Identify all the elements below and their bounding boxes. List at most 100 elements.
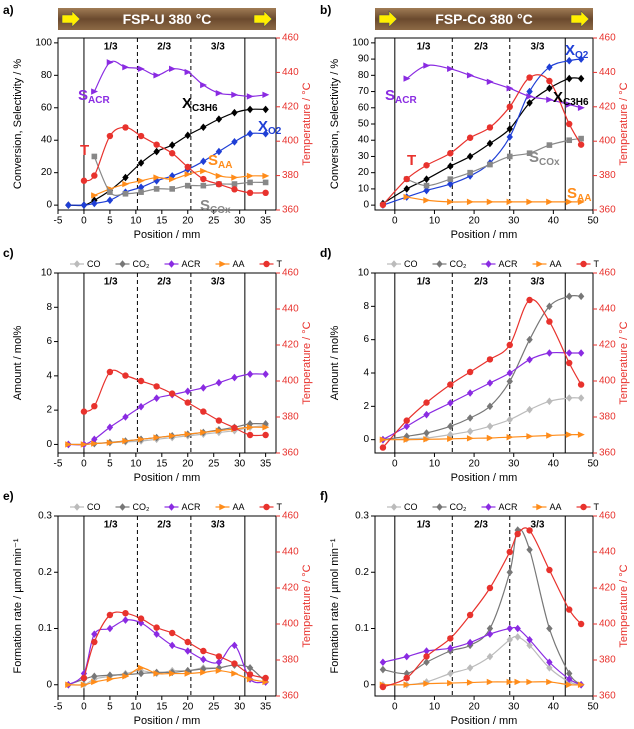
y2-tick-label: 460	[282, 268, 299, 279]
marker	[137, 664, 145, 672]
marker	[262, 91, 270, 98]
marker	[466, 198, 474, 206]
x-tick-label: 50	[587, 702, 599, 713]
y2-tick-label: 400	[599, 619, 616, 630]
y-tick-label: 20	[358, 167, 370, 178]
marker	[262, 189, 269, 196]
marker	[379, 658, 387, 667]
plot-frame	[57, 515, 277, 697]
series-line	[93, 60, 266, 98]
x-tick-label: 10	[130, 702, 142, 713]
legend-label: ACR	[499, 502, 519, 512]
x-tick-label: 20	[182, 459, 194, 470]
marker	[447, 381, 454, 388]
panel-label: b)	[320, 3, 331, 17]
y2-axis-label: Temperature / °C	[301, 82, 313, 165]
x-tick-label: 20	[182, 702, 194, 713]
marker	[231, 174, 239, 181]
marker	[184, 171, 192, 178]
marker	[200, 408, 207, 415]
marker	[168, 141, 176, 149]
plot-frame	[374, 272, 594, 454]
legend-marker	[536, 260, 544, 268]
y2-axis-label: Temperature / °C	[301, 564, 313, 647]
annotation-text: S	[200, 197, 210, 214]
marker	[577, 55, 585, 63]
marker	[65, 441, 73, 448]
banner-title: FSP-Co 380 °C	[435, 11, 532, 27]
marker	[91, 153, 98, 160]
marker	[137, 183, 145, 192]
y2-axis-label: Temperature / °C	[618, 82, 630, 165]
y2-tick-label: 440	[599, 67, 616, 78]
marker	[262, 129, 269, 138]
marker	[423, 658, 430, 667]
marker	[403, 436, 411, 443]
marker	[153, 624, 160, 631]
legend-label: AA	[233, 259, 245, 269]
marker	[466, 368, 474, 376]
marker	[184, 182, 191, 189]
marker	[506, 433, 514, 441]
marker	[546, 302, 553, 311]
x-tick-label: 0	[81, 702, 87, 713]
y-tick-label: 40	[41, 135, 53, 146]
marker	[215, 147, 223, 156]
marker	[122, 437, 130, 445]
x-tick-label: 10	[429, 216, 441, 227]
marker	[467, 169, 473, 176]
section-label: 2/3	[474, 520, 488, 531]
series-line	[68, 373, 266, 446]
y-tick-label: 0.1	[355, 623, 369, 634]
marker	[153, 630, 160, 638]
marker	[466, 611, 474, 619]
marker	[200, 647, 207, 655]
x-tick-label: 20	[469, 459, 481, 470]
x-tick-label: 10	[429, 702, 441, 713]
legend-marker	[436, 503, 443, 511]
marker	[447, 176, 454, 182]
marker	[447, 435, 455, 443]
marker	[200, 665, 207, 673]
marker	[153, 383, 160, 390]
marker	[262, 105, 269, 114]
marker	[566, 198, 573, 206]
marker	[403, 75, 411, 82]
legend-marker	[436, 260, 443, 268]
marker	[246, 129, 254, 138]
marker	[486, 652, 494, 661]
y-tick-label: 100	[35, 37, 52, 48]
y2-tick-label: 440	[282, 547, 299, 558]
y2-tick-label: 440	[599, 304, 616, 315]
panel: b) FSP-Co 380 °C 0 10 20 30 40 50 0 10 20 30 40 50 60 7…	[320, 3, 630, 241]
marker	[106, 439, 114, 446]
marker	[526, 198, 534, 206]
marker	[168, 670, 176, 677]
marker	[122, 610, 129, 617]
marker	[246, 671, 254, 678]
y2-tick-label: 360	[599, 691, 616, 702]
y-tick-label: 60	[358, 102, 370, 113]
marker	[546, 318, 553, 325]
marker	[137, 132, 145, 140]
marker	[447, 150, 454, 157]
marker	[137, 436, 145, 443]
marker	[566, 394, 573, 402]
marker	[215, 658, 223, 667]
x-tick-label: 40	[548, 216, 560, 227]
marker	[122, 64, 130, 71]
annotation-text: S	[78, 87, 88, 104]
y-tick-label: 30	[358, 151, 370, 162]
section-label: 1/3	[417, 42, 431, 53]
marker	[506, 153, 513, 160]
marker	[246, 105, 254, 114]
marker	[379, 444, 387, 451]
marker	[526, 150, 533, 157]
y2-tick-label: 460	[599, 511, 616, 522]
y-tick-label: 0	[46, 200, 52, 211]
x-tick-label: 0	[392, 459, 398, 470]
legend-marker	[219, 260, 227, 268]
x-tick-label: 0	[81, 459, 87, 470]
panel: c)-5 0 5 10 15 20 25 30 350246810360380400420440…	[3, 246, 313, 484]
